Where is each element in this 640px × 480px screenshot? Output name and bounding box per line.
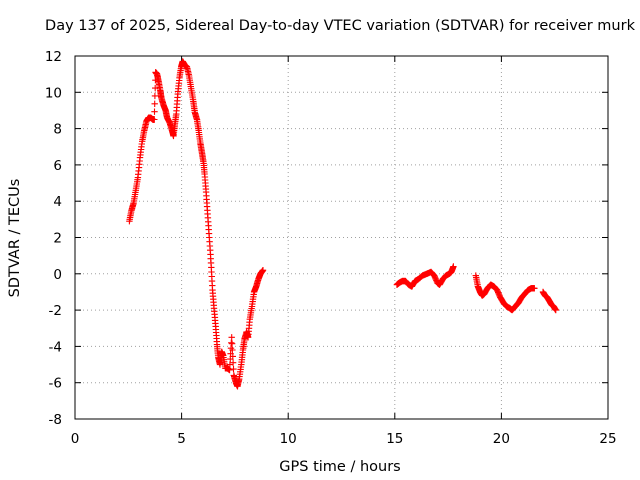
data-point bbox=[151, 100, 158, 107]
data-point bbox=[151, 92, 159, 100]
y-tick-label: 6 bbox=[53, 158, 62, 174]
data-point bbox=[229, 359, 237, 366]
data-point bbox=[229, 346, 236, 354]
data-point bbox=[228, 340, 236, 347]
data-point bbox=[228, 334, 235, 341]
x-axis-ticks: 0 5 10 15 20 25 bbox=[71, 56, 617, 447]
data-point bbox=[228, 339, 235, 346]
x-tick-label: 15 bbox=[386, 431, 403, 447]
x-tick-label: 0 bbox=[71, 431, 80, 447]
y-tick-label: 12 bbox=[45, 49, 62, 65]
series-points bbox=[126, 58, 559, 390]
data-point bbox=[552, 306, 559, 314]
x-axis-label: GPS time / hours bbox=[279, 459, 400, 475]
y-axis-ticks: -8 -6 -4 -2 0 2 4 6 8 10 12 bbox=[45, 49, 608, 428]
y-tick-label: 0 bbox=[53, 267, 62, 283]
y-tick-label: -4 bbox=[49, 339, 62, 355]
data-point bbox=[152, 84, 159, 92]
x-tick-label: 10 bbox=[280, 431, 297, 447]
data-point bbox=[226, 366, 233, 374]
y-tick-label: -8 bbox=[49, 412, 62, 428]
x-tick-label: 5 bbox=[177, 431, 186, 447]
y-tick-label: 10 bbox=[45, 85, 62, 101]
y-tick-label: 8 bbox=[53, 122, 62, 138]
data-point bbox=[151, 108, 158, 115]
data-point bbox=[151, 116, 158, 123]
data-point bbox=[230, 365, 237, 373]
y-tick-label: 2 bbox=[53, 231, 62, 247]
y-axis-label: SDTVAR / TECUs bbox=[7, 179, 23, 298]
x-tick-label: 20 bbox=[493, 431, 510, 447]
y-tick-label: -6 bbox=[49, 376, 62, 392]
y-tick-label: 4 bbox=[53, 194, 62, 210]
chart-title: Day 137 of 2025, Sidereal Day-to-day VTE… bbox=[45, 18, 636, 34]
x-tick-label: 25 bbox=[599, 431, 616, 447]
grid bbox=[75, 56, 608, 419]
data-point bbox=[450, 263, 457, 270]
y-tick-label: -2 bbox=[49, 303, 62, 319]
data-point bbox=[259, 267, 267, 274]
data-point bbox=[531, 285, 538, 292]
data-point bbox=[229, 353, 236, 360]
